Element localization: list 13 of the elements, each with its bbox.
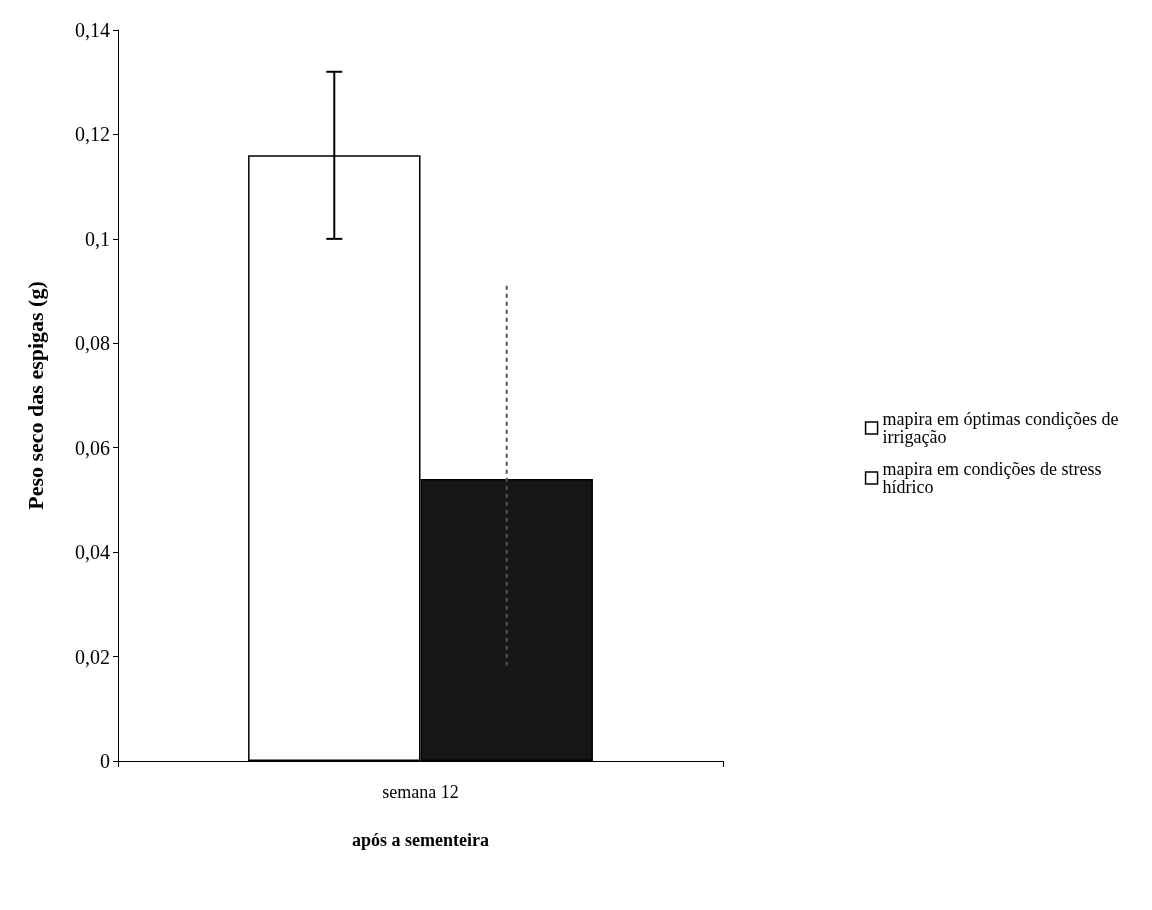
y-tick-label: 0,02 bbox=[75, 645, 110, 668]
legend-label: mapira em condições de stress hídrico bbox=[882, 459, 1107, 497]
x-tick-label: semana 12 bbox=[382, 782, 459, 802]
y-axis-title: Peso seco das espigas (g) bbox=[22, 281, 48, 510]
y-tick-label: 0,04 bbox=[75, 541, 110, 564]
y-tick-label: 0,08 bbox=[75, 332, 110, 355]
y-tick-label: 0,14 bbox=[75, 19, 110, 41]
y-tick-label: 0,1 bbox=[85, 227, 110, 250]
y-tick-label: 0 bbox=[100, 750, 110, 772]
y-tick-label: 0,12 bbox=[75, 123, 110, 146]
x-axis-title: após a sementeira bbox=[352, 830, 489, 850]
legend-label: mapira em óptimas condições de irrigação bbox=[882, 409, 1124, 447]
y-tick-label: 0,06 bbox=[75, 436, 110, 459]
